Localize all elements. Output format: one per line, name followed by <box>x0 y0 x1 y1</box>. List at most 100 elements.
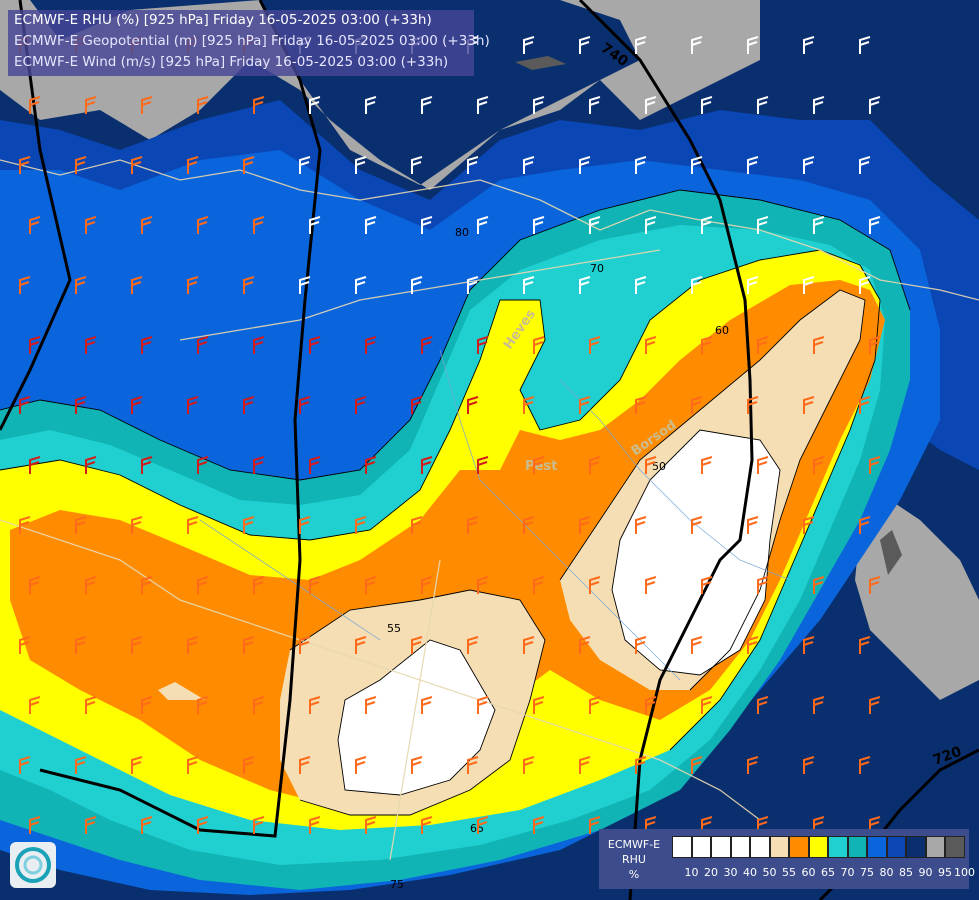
legend-ticks: 10 20 30 40 50 55 60 65 70 75 80 85 90 95 100 <box>672 866 976 880</box>
wind-barb <box>635 276 647 294</box>
wind-barb <box>859 156 871 174</box>
wind-barb <box>253 216 265 234</box>
rivers <box>199 349 791 681</box>
wind-barb <box>365 96 377 114</box>
rhu-label: 50 <box>652 460 666 473</box>
wind-barb <box>411 396 423 414</box>
wind-barb <box>131 756 143 774</box>
wind-barb <box>589 96 601 114</box>
wind-barb <box>645 96 657 114</box>
wind-barb <box>141 336 153 354</box>
wind-barb <box>579 276 591 294</box>
wind-barb <box>253 816 265 834</box>
wind-barb <box>869 96 881 114</box>
wind-barb <box>803 516 815 534</box>
wind-barb <box>197 456 209 474</box>
wind-barb <box>365 576 377 594</box>
wind-barb <box>691 36 703 54</box>
legend-tick: 95 <box>938 866 952 879</box>
wind-barb <box>309 816 321 834</box>
wind-barb <box>141 216 153 234</box>
wind-barb <box>635 36 647 54</box>
wind-barb <box>467 516 479 534</box>
legend-swatch <box>847 836 867 858</box>
wind-barb <box>477 696 489 714</box>
wind-barb <box>197 96 209 114</box>
wind-barb <box>579 156 591 174</box>
wind-barb <box>85 96 97 114</box>
wind-barb <box>803 36 815 54</box>
legend-swatch <box>789 836 809 858</box>
legend-tick: 80 <box>879 866 894 879</box>
wind-barb <box>533 216 545 234</box>
wind-barb <box>309 336 321 354</box>
legend-tick: 85 <box>899 866 913 879</box>
wind-barb <box>747 156 759 174</box>
legend-tick: 100 <box>954 866 975 879</box>
wind-barb <box>253 336 265 354</box>
legend-swatch <box>945 836 965 858</box>
legend-tick: 55 <box>782 866 796 879</box>
wind-barb <box>701 456 713 474</box>
wind-barb <box>243 516 255 534</box>
wind-barb <box>477 456 489 474</box>
wind-barb <box>243 756 255 774</box>
legend-swatch <box>906 836 926 858</box>
wind-barb <box>421 816 433 834</box>
wind-barb <box>467 636 479 654</box>
legend-title: ECMWF-E RHU % <box>599 837 669 882</box>
wind-barb <box>141 696 153 714</box>
legend-tick: 20 <box>704 866 718 879</box>
wind-barb <box>757 576 769 594</box>
wind-barb <box>701 96 713 114</box>
wind-barb <box>645 576 657 594</box>
wind-barb <box>411 156 423 174</box>
legend-unit: % <box>628 868 640 881</box>
wind-barb <box>533 96 545 114</box>
legend-tick: 60 <box>801 866 816 879</box>
rhu-label: 80 <box>455 226 469 239</box>
wind-barb <box>29 456 41 474</box>
wind-barb <box>645 456 657 474</box>
wind-barb <box>523 156 535 174</box>
wind-barb <box>747 756 759 774</box>
wind-barb <box>197 216 209 234</box>
wind-barb <box>309 576 321 594</box>
wind-barb <box>411 276 423 294</box>
wind-barb <box>869 336 881 354</box>
wind-barb <box>253 576 265 594</box>
wind-barb <box>19 516 31 534</box>
wind-barb <box>309 696 321 714</box>
wind-barb <box>467 396 479 414</box>
wind-barb <box>747 36 759 54</box>
rhu-label: 75 <box>390 878 404 891</box>
legend: ECMWF-E RHU % 10 20 30 40 50 55 60 65 70 75 80 85 90… <box>599 829 976 889</box>
wind-barb <box>365 696 377 714</box>
wind-barb <box>243 636 255 654</box>
legend-swatch <box>808 836 828 858</box>
rhu-label: 60 <box>715 324 729 337</box>
title-line-geopotential: ECMWF-E Geopotential (m) [925 hPa] Frida… <box>14 33 490 49</box>
wind-barb <box>523 516 535 534</box>
wind-barb <box>635 636 647 654</box>
wind-barb <box>187 636 199 654</box>
wind-barb <box>187 276 199 294</box>
legend-tick: 90 <box>918 866 933 879</box>
legend-tick: 50 <box>762 866 777 879</box>
wind-barb <box>859 516 871 534</box>
wind-barb <box>757 216 769 234</box>
rhu-label: 55 <box>387 622 401 635</box>
wind-barb <box>701 216 713 234</box>
wind-barb <box>579 396 591 414</box>
wind-barb <box>467 756 479 774</box>
wind-barb <box>691 636 703 654</box>
wind-barb <box>411 636 423 654</box>
wind-barb <box>589 216 601 234</box>
wind-barb <box>523 276 535 294</box>
wind-barb <box>701 696 713 714</box>
wind-barb <box>85 696 97 714</box>
wind-barb <box>131 156 143 174</box>
legend-variable: RHU <box>622 853 646 866</box>
wind-barb <box>365 216 377 234</box>
country-borders <box>0 159 979 861</box>
